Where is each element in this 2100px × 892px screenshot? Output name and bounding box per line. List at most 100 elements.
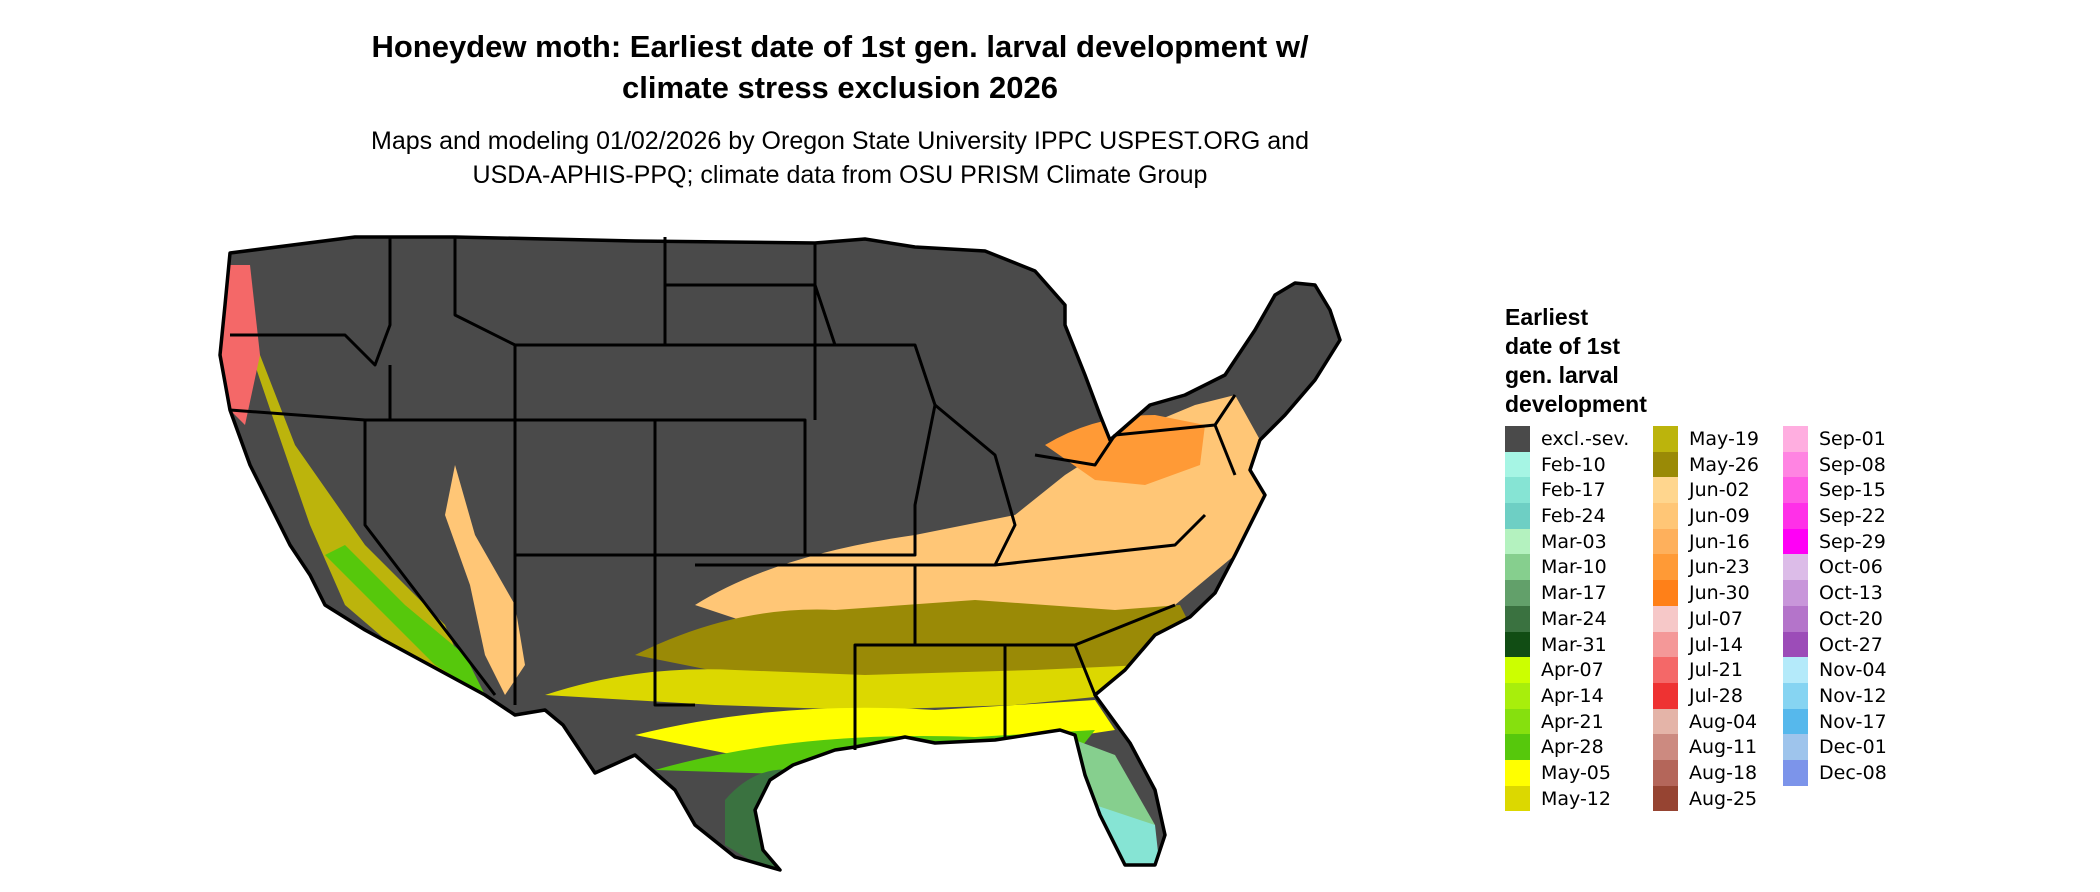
- legend-label: Aug-11: [1689, 736, 1758, 759]
- legend-swatch: [1505, 657, 1530, 683]
- legend-label: Jul-14: [1689, 633, 1743, 656]
- legend-swatch: [1505, 631, 1530, 658]
- us-map: [218, 235, 1342, 872]
- us-outline: [218, 235, 1342, 872]
- legend-label: Jun-02: [1689, 479, 1750, 502]
- legend-label: Jun-16: [1689, 530, 1750, 553]
- legend-label: May-12: [1541, 787, 1611, 810]
- legend-title-line: development: [1505, 391, 1647, 417]
- legend-swatch: [1653, 528, 1678, 555]
- legend-label: Jun-09: [1689, 505, 1750, 528]
- legend-label: Aug-18: [1689, 761, 1758, 784]
- legend-label: Aug-04: [1689, 710, 1758, 733]
- border-mn-ia: [813, 243, 937, 406]
- legend-label: Mar-17: [1541, 582, 1607, 605]
- legend-label: Oct-13: [1819, 582, 1883, 605]
- legend-label: Aug-25: [1689, 787, 1758, 810]
- legend-label: Oct-06: [1819, 556, 1883, 579]
- legend-title-line: gen. larval: [1505, 362, 1619, 388]
- legend-swatch: [1783, 477, 1808, 504]
- legend-swatch: [1653, 477, 1678, 504]
- border-ca-nv: [363, 420, 497, 696]
- border-ut-co-wy: [515, 418, 657, 557]
- zone-may-mid: [545, 665, 1145, 710]
- legend-swatch: [1653, 631, 1678, 658]
- legend-swatch: [1505, 528, 1530, 555]
- legend-label: Jun-30: [1689, 582, 1750, 605]
- legend-label: Sep-15: [1819, 479, 1886, 502]
- legend-title-line: date of 1st: [1505, 333, 1621, 359]
- map-subtitle-line-2: USDA-APHIS-PPQ; climate data from OSU PR…: [472, 161, 1208, 189]
- legend-label: Sep-08: [1819, 453, 1886, 476]
- legend-swatch: [1505, 785, 1530, 812]
- legend-label: May-05: [1541, 761, 1611, 784]
- legend-swatch: [1505, 734, 1530, 760]
- legend-swatch: [1783, 554, 1808, 581]
- legend-swatch: [1653, 580, 1678, 606]
- legend-swatch: [1653, 605, 1678, 632]
- legend-label: Nov-12: [1819, 684, 1887, 707]
- map-title-line-2: climate stress exclusion 2026: [622, 70, 1058, 105]
- legend-swatch: [1653, 682, 1678, 709]
- legend-swatch: [1653, 451, 1678, 478]
- legend-swatch: [1505, 682, 1530, 709]
- legend-label: Sep-01: [1819, 428, 1886, 450]
- legend-label: Mar-24: [1541, 607, 1607, 630]
- legend-swatch: [1505, 759, 1530, 786]
- legend-label: Nov-17: [1819, 710, 1887, 733]
- border-in-oh: [1034, 434, 1117, 467]
- border-ks-mo: [805, 404, 937, 557]
- legend-swatch: [1783, 580, 1808, 606]
- zone-nevada-border: [445, 465, 525, 695]
- legend-swatch: [1783, 734, 1808, 760]
- legend-title-line: Earliest: [1505, 304, 1589, 330]
- legend-label: Sep-29: [1819, 530, 1886, 553]
- legend-swatch: [1653, 708, 1678, 735]
- map-title-line-1: Honeydew moth: Earliest date of 1st gen.…: [371, 29, 1309, 64]
- legend-swatch: [1653, 734, 1678, 760]
- legend-swatch: [1783, 759, 1808, 786]
- border-ga-sc: [1074, 603, 1176, 647]
- border-pa-nj: [1213, 424, 1237, 476]
- legend-swatch: [1783, 503, 1808, 529]
- legend-swatch: [1783, 708, 1808, 735]
- legend-swatch: [1653, 657, 1678, 683]
- legend-label: Feb-17: [1541, 479, 1606, 502]
- legend-label: May-19: [1689, 428, 1759, 450]
- zone-pacific-coast: [220, 265, 260, 425]
- legend-label: Sep-22: [1819, 505, 1886, 528]
- state-boundaries: [229, 237, 1237, 750]
- map-title: Honeydew moth: Earliest date of 1st gen.…: [280, 26, 1400, 108]
- legend-label: Dec-08: [1819, 761, 1887, 784]
- legend-swatch: [1505, 451, 1530, 478]
- border-id-mt: [453, 237, 517, 420]
- map-subtitle: Maps and modeling 01/02/2026 by Oregon S…: [280, 124, 1400, 192]
- legend-label: Apr-14: [1541, 684, 1604, 707]
- border-mt-wy-nd: [515, 237, 667, 347]
- legend-swatch: [1783, 682, 1808, 709]
- border-ky-tn: [994, 513, 1207, 567]
- legend-label: Apr-07: [1541, 659, 1604, 682]
- zone-california: [245, 335, 475, 695]
- border-or-ca-nv: [229, 365, 392, 422]
- zone-late-june: [1045, 415, 1205, 485]
- legend-label: Mar-10: [1541, 556, 1607, 579]
- legend-swatch: [1653, 554, 1678, 581]
- zone-california-valley: [325, 545, 485, 695]
- legend-label: Jul-21: [1689, 659, 1743, 682]
- legend-swatch: [1783, 657, 1808, 683]
- legend-label: Jul-07: [1689, 607, 1743, 630]
- legend-label: Apr-28: [1541, 736, 1604, 759]
- legend-label: Mar-31: [1541, 633, 1607, 656]
- legend-label: Feb-24: [1541, 505, 1606, 528]
- legend-title: Earliest date of 1st gen. larval develop…: [1505, 303, 1735, 419]
- legend-swatch: [1505, 554, 1530, 581]
- legend-swatch: [1653, 503, 1678, 529]
- border-co-ks: [655, 418, 807, 557]
- legend-label: Apr-21: [1541, 710, 1604, 733]
- legend-swatch: [1653, 426, 1678, 452]
- legend-swatch: [1783, 631, 1808, 658]
- legend-swatch: [1653, 785, 1678, 812]
- legend-swatch: [1783, 528, 1808, 555]
- legend-label: Oct-20: [1819, 607, 1883, 630]
